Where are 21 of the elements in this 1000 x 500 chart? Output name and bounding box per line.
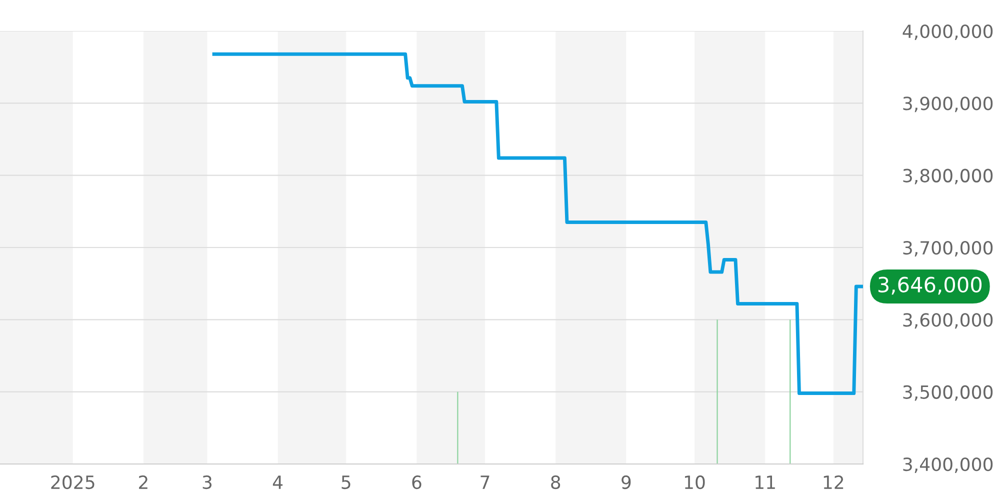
- y-tick-label: 3,600,000: [903, 313, 993, 329]
- y-tick-label: 3,500,000: [903, 385, 993, 401]
- x-tick-label: 2025: [51, 475, 94, 490]
- x-tick-label: 2: [139, 475, 148, 489]
- x-tick-label: 8: [551, 475, 560, 490]
- annotation: 3,646,000: [878, 276, 982, 295]
- x-tick-label: 3: [202, 475, 212, 490]
- y-tick-label: 4,000,000: [902, 24, 993, 40]
- x-tick-label: 6: [412, 475, 422, 490]
- y-tick-label: 3,400,000: [903, 457, 993, 473]
- y-tick-label: 3,900,000: [903, 96, 993, 112]
- x-tick-label: 11: [756, 476, 775, 489]
- x-tick-label: 12: [824, 475, 844, 489]
- x-tick-label: 5: [342, 476, 350, 490]
- x-tick-label: 4: [272, 476, 283, 489]
- x-tick-label: 10: [684, 475, 705, 490]
- x-tick-label: 7: [480, 476, 490, 489]
- x-tick-label: 9: [622, 475, 631, 490]
- y-tick-label: 3,800,000: [903, 168, 993, 184]
- line-series: [212, 52, 863, 396]
- y-tick-label: 3,700,000: [903, 240, 993, 256]
